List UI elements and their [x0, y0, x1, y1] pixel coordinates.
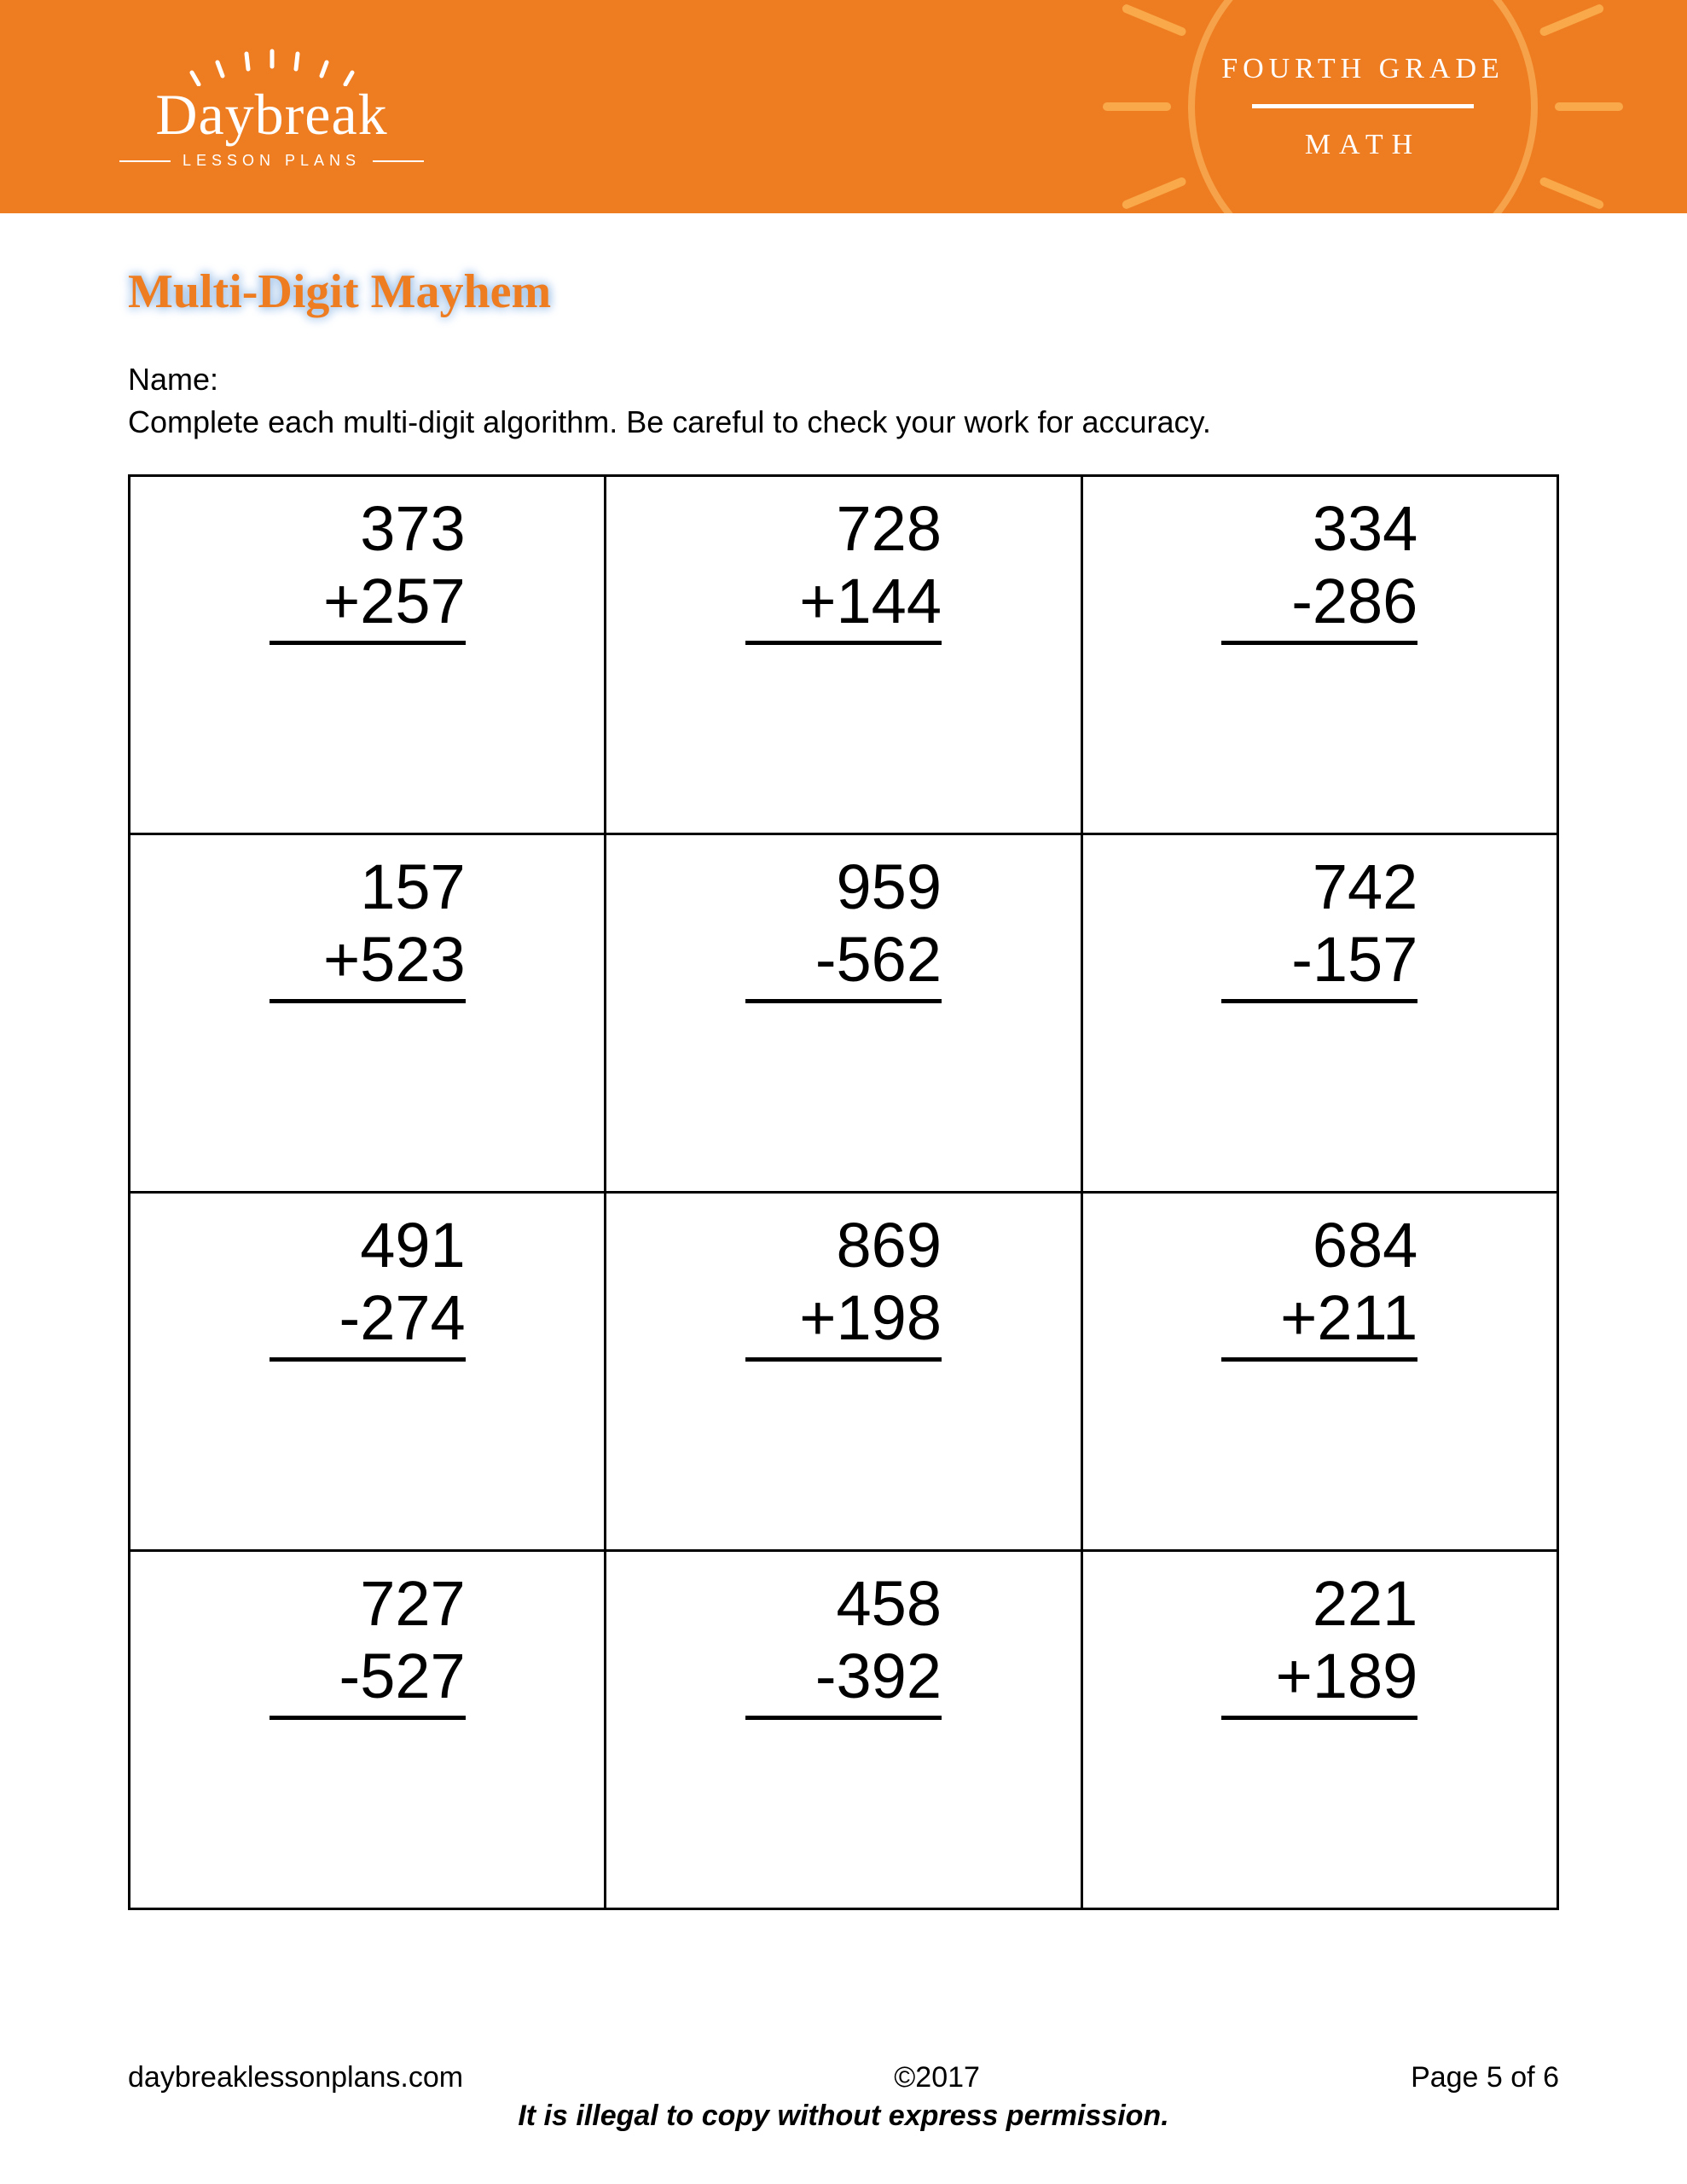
operand-top: 728	[745, 492, 942, 565]
problem-cell: 458-392	[606, 1551, 1081, 1909]
operand-top: 742	[1221, 851, 1417, 923]
math-problem: 221+189	[1117, 1567, 1522, 1720]
problem-grid: 373+257 728+144 334-286 157+523 959-562 742-1…	[128, 474, 1559, 1910]
operand-bottom: +144	[745, 565, 942, 645]
operand-top: 157	[270, 851, 466, 923]
brand-logo: Daybreak LESSON PLANS	[119, 44, 424, 170]
name-field-label: Name:	[128, 362, 1559, 398]
problem-cell: 373+257	[130, 476, 606, 834]
operand-bottom: -392	[745, 1640, 942, 1720]
operand-bottom: -527	[270, 1640, 466, 1720]
math-problem: 869+198	[641, 1209, 1046, 1362]
operand-top: 684	[1221, 1209, 1417, 1281]
math-problem: 959-562	[641, 851, 1046, 1003]
grade-badge: FOURTH GRADE MATH	[1141, 0, 1585, 213]
problem-cell: 684+211	[1081, 1193, 1557, 1551]
problem-cell: 727-527	[130, 1551, 606, 1909]
problem-cell: 869+198	[606, 1193, 1081, 1551]
brand-tagline: LESSON PLANS	[119, 152, 424, 170]
sun-rays-icon	[187, 44, 357, 86]
operand-bottom: +198	[745, 1281, 942, 1362]
badge-divider	[1252, 104, 1474, 108]
math-problem: 373+257	[165, 492, 570, 645]
grade-level: FOURTH GRADE	[1221, 53, 1504, 85]
operand-top: 221	[1221, 1567, 1417, 1640]
math-problem: 684+211	[1117, 1209, 1522, 1362]
footer-copyright: ©2017	[894, 2061, 980, 2094]
worksheet-title: Multi-Digit Mayhem	[128, 264, 1559, 319]
operand-top: 458	[745, 1567, 942, 1640]
footer-site: daybreaklessonplans.com	[128, 2061, 463, 2094]
divider-line	[373, 160, 424, 162]
math-problem: 728+144	[641, 492, 1046, 645]
operand-bottom: +211	[1221, 1281, 1417, 1362]
page-footer: daybreaklessonplans.com ©2017 Page 5 of …	[0, 2061, 1687, 2133]
footer-page: Page 5 of 6	[1411, 2061, 1559, 2094]
operand-bottom: +257	[270, 565, 466, 645]
operand-top: 959	[745, 851, 942, 923]
problem-cell: 728+144	[606, 476, 1081, 834]
math-problem: 157+523	[165, 851, 570, 1003]
subject-label: MATH	[1305, 129, 1421, 161]
operand-top: 373	[270, 492, 466, 565]
math-problem: 334-286	[1117, 492, 1522, 645]
header-banner: Daybreak LESSON PLANS	[0, 0, 1687, 213]
problem-cell: 959-562	[606, 834, 1081, 1193]
math-problem: 727-527	[165, 1567, 570, 1720]
operand-bottom: -562	[745, 923, 942, 1003]
operand-bottom: -286	[1221, 565, 1417, 645]
operand-top: 334	[1221, 492, 1417, 565]
math-problem: 458-392	[641, 1567, 1046, 1720]
operand-bottom: +523	[270, 923, 466, 1003]
problem-cell: 742-157	[1081, 834, 1557, 1193]
divider-line	[119, 160, 171, 162]
brand-sub-text: LESSON PLANS	[183, 152, 361, 170]
operand-bottom: -274	[270, 1281, 466, 1362]
problem-cell: 221+189	[1081, 1551, 1557, 1909]
instructions-text: Complete each multi-digit algorithm. Be …	[128, 404, 1559, 440]
operand-top: 727	[270, 1567, 466, 1640]
math-problem: 491-274	[165, 1209, 570, 1362]
footer-legal: It is illegal to copy without express pe…	[128, 2100, 1559, 2133]
math-problem: 742-157	[1117, 851, 1522, 1003]
operand-bottom: -157	[1221, 923, 1417, 1003]
operand-bottom: +189	[1221, 1640, 1417, 1720]
worksheet-content: Multi-Digit Mayhem Name: Complete each m…	[0, 213, 1687, 1910]
brand-name: Daybreak	[155, 81, 387, 148]
operand-top: 491	[270, 1209, 466, 1281]
grade-badge-circle: FOURTH GRADE MATH	[1188, 0, 1538, 213]
problem-cell: 334-286	[1081, 476, 1557, 834]
problem-cell: 491-274	[130, 1193, 606, 1551]
operand-top: 869	[745, 1209, 942, 1281]
problem-cell: 157+523	[130, 834, 606, 1193]
